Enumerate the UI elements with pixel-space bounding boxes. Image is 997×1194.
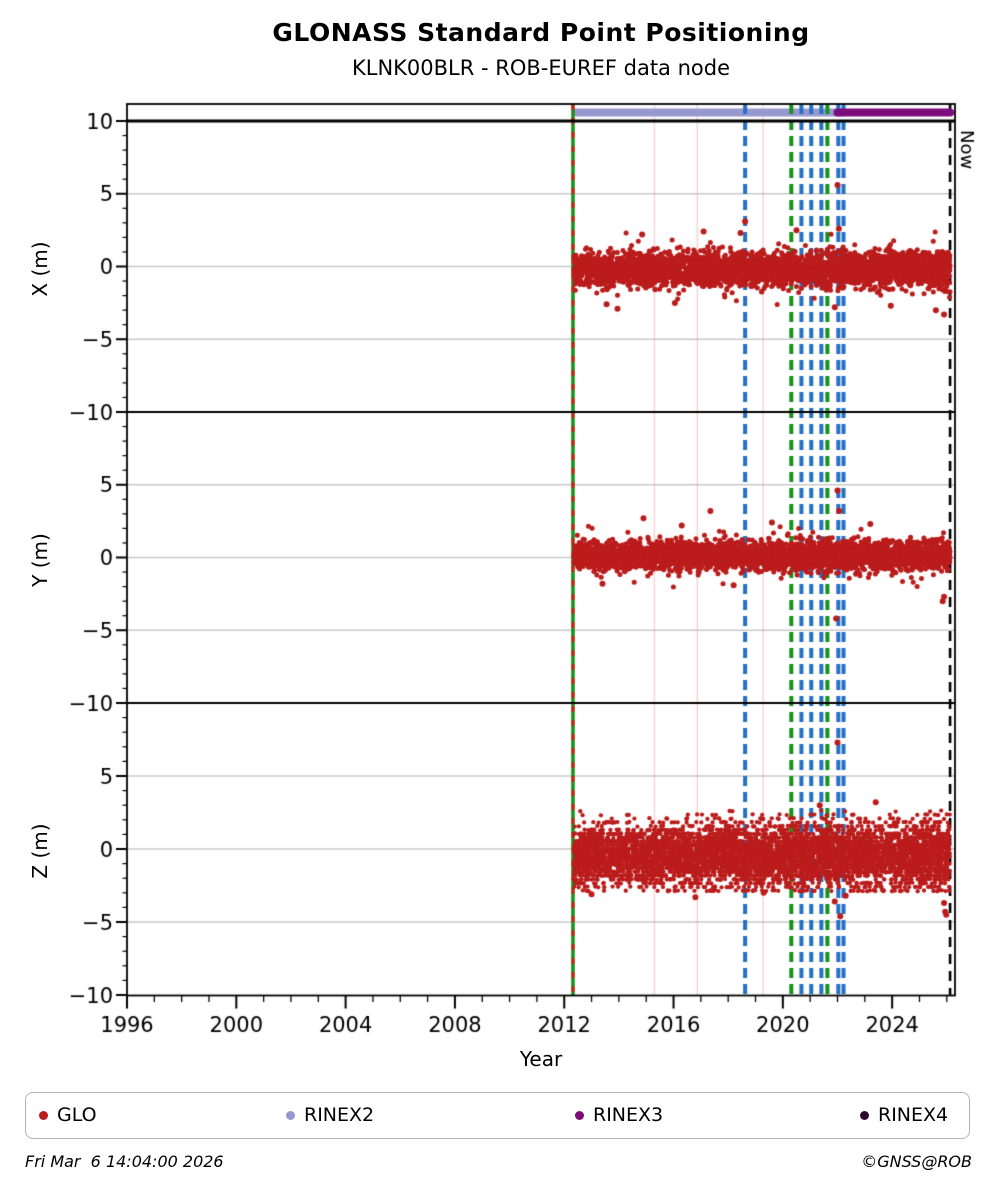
legend-box: GLO RINEX2 RINEX3 RINEX4 bbox=[25, 1092, 970, 1139]
footer-credit: ©GNSS@ROB bbox=[861, 1152, 972, 1171]
footer-timestamp: Fri Mar 6 14:04:00 2026 bbox=[25, 1152, 224, 1171]
x-axis-label: Year bbox=[519, 1047, 563, 1071]
page-title: GLONASS Standard Point Positioning bbox=[272, 18, 810, 47]
legend-label-glo: GLO bbox=[57, 1104, 97, 1126]
rinex4-marker-icon bbox=[860, 1110, 869, 1120]
legend-label-rinex4: RINEX4 bbox=[878, 1104, 949, 1126]
legend-label-rinex2: RINEX2 bbox=[304, 1104, 375, 1126]
legend-item-rinex3: RINEX3 bbox=[575, 1093, 663, 1137]
y-axis-label-x: X (m) bbox=[28, 241, 52, 297]
legend-label-rinex3: RINEX3 bbox=[593, 1104, 664, 1126]
rinex3-marker-icon bbox=[575, 1110, 584, 1120]
page-subtitle: KLNK00BLR - ROB-EUREF data node bbox=[351, 56, 731, 80]
glo-marker-icon bbox=[39, 1110, 48, 1120]
rinex2-marker-icon bbox=[286, 1110, 295, 1120]
legend-item-rinex4: RINEX4 bbox=[860, 1093, 948, 1137]
legend-item-rinex2: RINEX2 bbox=[286, 1093, 374, 1137]
y-axis-label-z: Z (m) bbox=[28, 823, 52, 879]
legend-item-glo: GLO bbox=[39, 1093, 97, 1137]
y-axis-label-y: Y (m) bbox=[28, 533, 52, 587]
